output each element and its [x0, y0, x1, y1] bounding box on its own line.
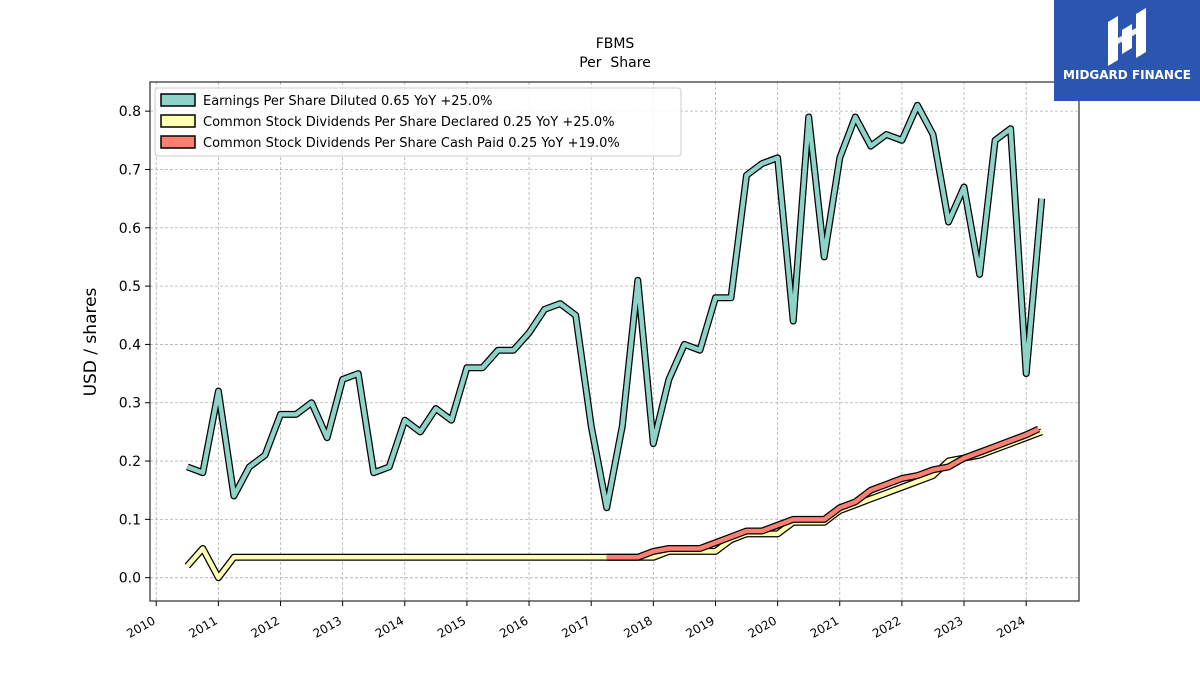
x-tick-label: 2015: [435, 613, 468, 640]
series-outline-0: [186, 101, 1046, 512]
x-tick-label: 2012: [249, 613, 282, 640]
x-tick-label: 2023: [932, 613, 965, 640]
y-tick-label: 0.2: [119, 454, 141, 470]
legend-swatch: [160, 114, 196, 128]
legend-label: Common Stock Dividends Per Share Cash Pa…: [203, 136, 620, 151]
x-tick-label: 2016: [497, 613, 530, 640]
x-tick-label: 2020: [746, 613, 779, 640]
series-line-0: [186, 103, 1044, 510]
chart-title: FBMS: [596, 36, 635, 52]
y-tick-label: 0.8: [119, 104, 141, 120]
y-tick-label: 0.1: [119, 512, 141, 528]
legend-swatch: [160, 93, 196, 107]
x-tick-label: 2018: [621, 613, 654, 640]
y-axis-label: USD / shares: [81, 287, 101, 396]
brand-mark-icon: [1108, 8, 1146, 66]
series-line-2: [606, 426, 1040, 560]
y-tick-label: 0.7: [119, 162, 141, 178]
y-tick-label: 0.0: [119, 571, 141, 587]
x-tick-label: 2021: [808, 613, 841, 640]
grid: [150, 82, 1079, 601]
chart-subtitle: Per Share: [579, 55, 651, 71]
brand-name: MIDGARD FINANCE: [1063, 68, 1191, 82]
legend-label: Earnings Per Share Diluted 0.65 YoY +25.…: [203, 94, 493, 109]
legend-swatch: [160, 135, 196, 149]
x-tick-label: 2011: [186, 613, 219, 640]
brand-logo: MIDGARD FINANCE: [1054, 0, 1200, 101]
x-tick-label: 2024: [994, 613, 1027, 640]
plot-frame: [149, 81, 1080, 602]
y-tick-label: 0.5: [119, 279, 141, 295]
x-tick-label: 2014: [373, 613, 406, 640]
x-tick-label: 2019: [684, 613, 717, 640]
x-tick-label: 2013: [311, 613, 344, 640]
legend-label: Common Stock Dividends Per Share Declare…: [203, 115, 615, 130]
series-layer: [184, 101, 1046, 582]
x-tick-label: 2017: [559, 613, 592, 640]
legend-box: [154, 87, 682, 157]
y-tick-label: 0.3: [119, 396, 141, 412]
x-tick-label: 2022: [870, 613, 903, 640]
y-tick-label: 0.6: [119, 221, 141, 237]
y-tick-label: 0.4: [119, 337, 141, 353]
legend: Earnings Per Share Diluted 0.65 YoY +25.…: [154, 87, 682, 157]
x-tick-label: 2010: [124, 613, 157, 640]
series-outline-2: [606, 425, 1041, 561]
